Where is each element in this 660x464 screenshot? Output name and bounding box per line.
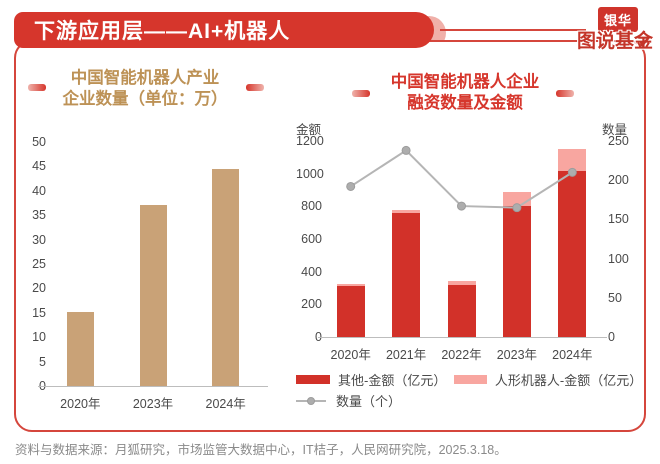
left-chart-bar	[212, 169, 240, 386]
title-dash-icon	[556, 90, 574, 97]
title-dash-icon	[352, 90, 370, 97]
right-chart-bar-humanoid	[392, 210, 421, 213]
legend-swatch-pink	[454, 375, 487, 384]
title-dash-icon	[28, 84, 46, 91]
legend-line-marker-icon	[296, 396, 326, 405]
legend-swatch-red	[296, 375, 330, 384]
legend-item-count: 数量（个）	[296, 391, 401, 410]
title-dash-icon	[246, 84, 264, 91]
right-chart-title-line2: 融资数量及金额	[407, 94, 523, 112]
right-chart-bar-other	[502, 206, 531, 337]
left-chart-bar	[139, 205, 167, 386]
legend-row: 数量（个）	[296, 390, 636, 411]
checkmark-icon: ✔	[638, 33, 653, 52]
left-chart-title: 中国智能机器人产业 企业数量（单位：万）	[28, 68, 264, 110]
right-chart-bar-other	[336, 285, 365, 337]
brand-logo-name: 银华	[598, 7, 639, 32]
legend-row: 其他-金额（亿元） 人形机器人-金额（亿元）	[296, 369, 643, 390]
legend-item-humanoid-amount: 人形机器人-金额（亿元）	[454, 370, 643, 389]
left-chart-title-line1: 中国智能机器人产业	[70, 69, 220, 87]
legend: 其他-金额（亿元） 人形机器人-金额（亿元） 数量（个）	[296, 369, 643, 411]
page-title: 下游应用层——AI+机器人	[34, 20, 291, 43]
page-title-banner: 下游应用层——AI+机器人	[14, 12, 434, 48]
left-chart-title-line2: 企业数量（单位：万）	[62, 90, 228, 108]
right-chart-bar-other	[558, 171, 587, 337]
right-chart-bar-other	[447, 284, 476, 337]
right-chart-bar-humanoid	[336, 283, 365, 286]
brand-logo-series: 图说基金	[577, 31, 654, 52]
legend-item-other-amount: 其他-金额（亿元）	[296, 370, 454, 389]
header-divider-line	[440, 29, 586, 31]
left-axis-label: 金额	[296, 123, 322, 137]
left-chart-plot: 051015202530354045502020年2023年2024年	[16, 128, 282, 420]
right-chart-plot: 0200400600800100012000501001502002502020…	[296, 128, 629, 362]
legend-label: 人形机器人-金额（亿元）	[494, 373, 643, 388]
right-chart-bar-other	[392, 212, 421, 337]
legend-label: 其他-金额（亿元）	[338, 373, 447, 388]
right-axis-label: 数量	[602, 123, 628, 137]
legend-label: 数量（个）	[336, 394, 402, 409]
count-line-series	[346, 145, 577, 213]
source-note: 资料与数据来源：月狐研究，市场监管大数据中心，IT桔子，人民网研究院，2025.…	[15, 443, 507, 457]
right-chart-title: 中国智能机器人企业 融资数量及金额	[340, 72, 590, 114]
right-chart-bar-humanoid	[447, 280, 476, 285]
right-chart-bar-humanoid	[558, 149, 587, 172]
right-chart-title-line1: 中国智能机器人企业	[390, 73, 540, 91]
left-chart-bar	[66, 311, 94, 386]
